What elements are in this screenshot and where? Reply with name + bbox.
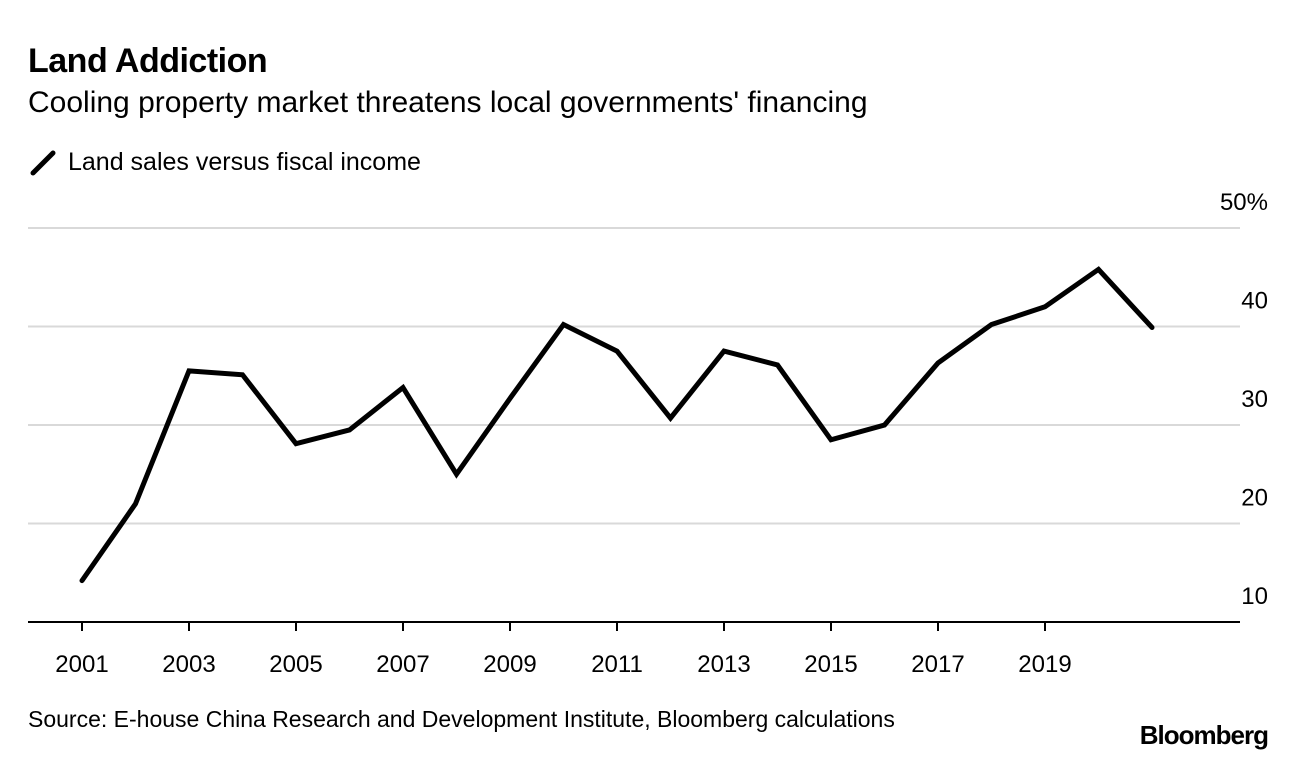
x-tick-label: 2011 bbox=[591, 651, 643, 678]
x-tick-label: 2017 bbox=[911, 651, 964, 678]
x-tick-label: 2013 bbox=[697, 651, 750, 678]
x-tick-label: 2001 bbox=[55, 651, 108, 678]
legend-line-icon bbox=[30, 150, 56, 175]
legend: Land sales versus fiscal income bbox=[30, 148, 421, 177]
legend-label: Land sales versus fiscal income bbox=[68, 148, 421, 176]
x-tick-label: 2003 bbox=[162, 651, 215, 678]
y-tick-label: 30 bbox=[1241, 386, 1268, 413]
y-tick-label: 50% bbox=[1220, 189, 1268, 216]
x-tick-label: 2005 bbox=[269, 651, 322, 678]
y-tick-label: 10 bbox=[1241, 583, 1268, 610]
x-tick-label: 2007 bbox=[376, 651, 429, 678]
x-tick-label: 2009 bbox=[483, 651, 536, 678]
series-line bbox=[79, 266, 1155, 584]
chart-title: Land Addiction bbox=[28, 42, 268, 80]
line-chart: 10 20 30 40 50% 2001 2003 2005 2007 2009 2011 2013 2… bbox=[28, 189, 1268, 678]
y-tick-label: 40 bbox=[1241, 288, 1268, 315]
x-tick-label: 2019 bbox=[1018, 651, 1071, 678]
y-tick-label: 20 bbox=[1241, 485, 1268, 512]
chart-subtitle: Cooling property market threatens local … bbox=[28, 86, 868, 119]
source-note: Source: E-house China Research and Devel… bbox=[28, 706, 895, 732]
bloomberg-logo: Bloomberg bbox=[1139, 720, 1269, 750]
x-tick-label: 2015 bbox=[804, 651, 857, 678]
